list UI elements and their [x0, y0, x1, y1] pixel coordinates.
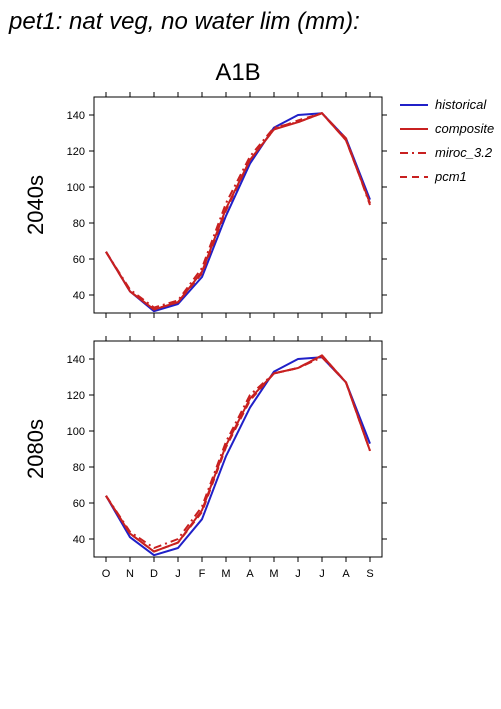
legend-label-pcm1: pcm1: [434, 169, 467, 184]
series-line-pcm1: [105, 354, 371, 553]
legend: historical composite miroc_3.2 pcm1: [400, 97, 494, 184]
y-tick-label: 80: [73, 218, 85, 230]
x-tick-label: O: [102, 568, 111, 580]
chart-panels: 40 60 80 100 120 140 2040s 40 60 80 100 120 140 O N D J F…: [23, 92, 387, 580]
series-line-historical: [105, 112, 371, 313]
legend-label-miroc_3.2: miroc_3.2: [435, 145, 493, 160]
x-tick-label: J: [319, 568, 325, 580]
plot-frame: [93, 340, 383, 558]
x-tick-label: D: [150, 568, 158, 580]
scenario-title: A1B: [215, 59, 260, 86]
page-title: pet1: nat veg, no water lim (mm):: [9, 8, 360, 35]
panel-2080s: 40 60 80 100 120 140 O N D J F M A M J J A S 2080s: [23, 336, 387, 580]
y-tick-label: 80: [73, 462, 85, 474]
y-tick-label: 100: [67, 182, 85, 194]
y-tick-label: 60: [73, 498, 85, 510]
panel-label: 2080s: [23, 419, 48, 479]
plot-frame: [93, 96, 383, 314]
panel-2040s: 40 60 80 100 120 140 2040s: [23, 92, 387, 318]
y-tick-label: 140: [67, 110, 85, 122]
x-tick-label: M: [221, 568, 230, 580]
y-tick-label: 100: [67, 426, 85, 438]
y-tick-label: 120: [67, 146, 85, 158]
y-tick-label: 140: [67, 354, 85, 366]
legend-label-historical: historical: [435, 97, 487, 112]
series-line-pcm1: [105, 112, 371, 311]
y-tick-label: 120: [67, 390, 85, 402]
series-line-composite: [105, 354, 371, 553]
x-tick-label: J: [295, 568, 301, 580]
series-line-historical: [105, 356, 371, 557]
x-tick-label: F: [199, 568, 206, 580]
x-tick-label: N: [126, 568, 134, 580]
x-tick-label: S: [366, 568, 373, 580]
x-tick-label: M: [269, 568, 278, 580]
y-tick-label: 40: [73, 290, 85, 302]
x-tick-label: A: [342, 568, 350, 580]
series-line-composite: [105, 112, 371, 311]
x-tick-label: A: [246, 568, 254, 580]
panel-label: 2040s: [23, 175, 48, 235]
x-tick-label: J: [175, 568, 181, 580]
y-tick-label: 40: [73, 534, 85, 546]
y-tick-label: 60: [73, 254, 85, 266]
series-line-miroc_3.2: [105, 112, 371, 309]
legend-label-composite: composite: [435, 121, 494, 136]
series-line-miroc_3.2: [105, 356, 371, 549]
